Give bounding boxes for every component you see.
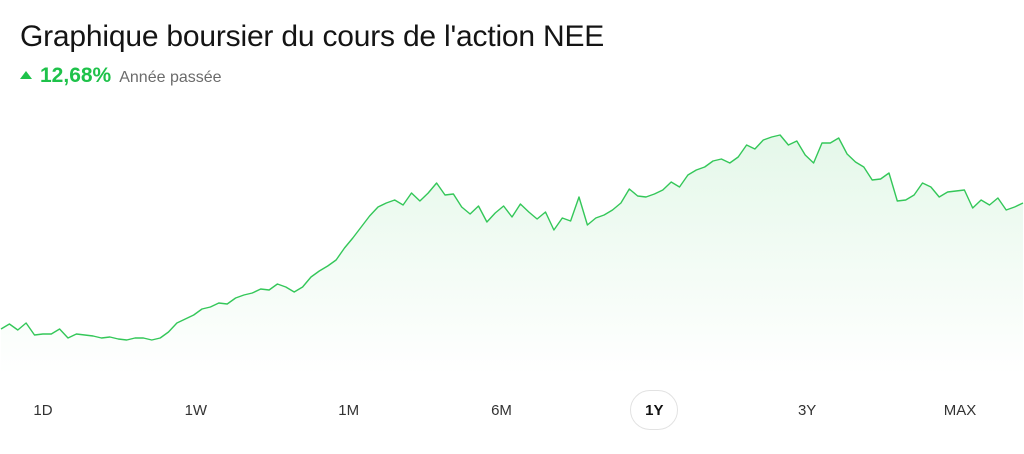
- range-option-1d[interactable]: 1D: [33, 401, 53, 419]
- triangle-up-icon: [20, 71, 32, 79]
- change-percent: 12,68%: [40, 64, 112, 87]
- range-option-1w[interactable]: 1W: [184, 401, 208, 419]
- time-range-selector: 1D 1W 1M 6M 1Y 3Y MAX: [0, 390, 1024, 434]
- price-line: [0, 134, 1024, 341]
- range-option-1m[interactable]: 1M: [338, 401, 360, 419]
- range-option-1y[interactable]: 1Y: [630, 390, 679, 430]
- price-area-fill: [1, 135, 1023, 375]
- stock-price-chart: [0, 134, 1024, 375]
- price-change-summary: 12,68% Année passée: [20, 64, 222, 88]
- range-option-6m[interactable]: 6M: [491, 401, 512, 419]
- range-option-3y[interactable]: 3Y: [797, 401, 817, 419]
- change-period-label: Année passée: [119, 69, 222, 86]
- page-title: Graphique boursier du cours de l'action …: [20, 20, 605, 53]
- range-option-max[interactable]: MAX: [943, 401, 977, 419]
